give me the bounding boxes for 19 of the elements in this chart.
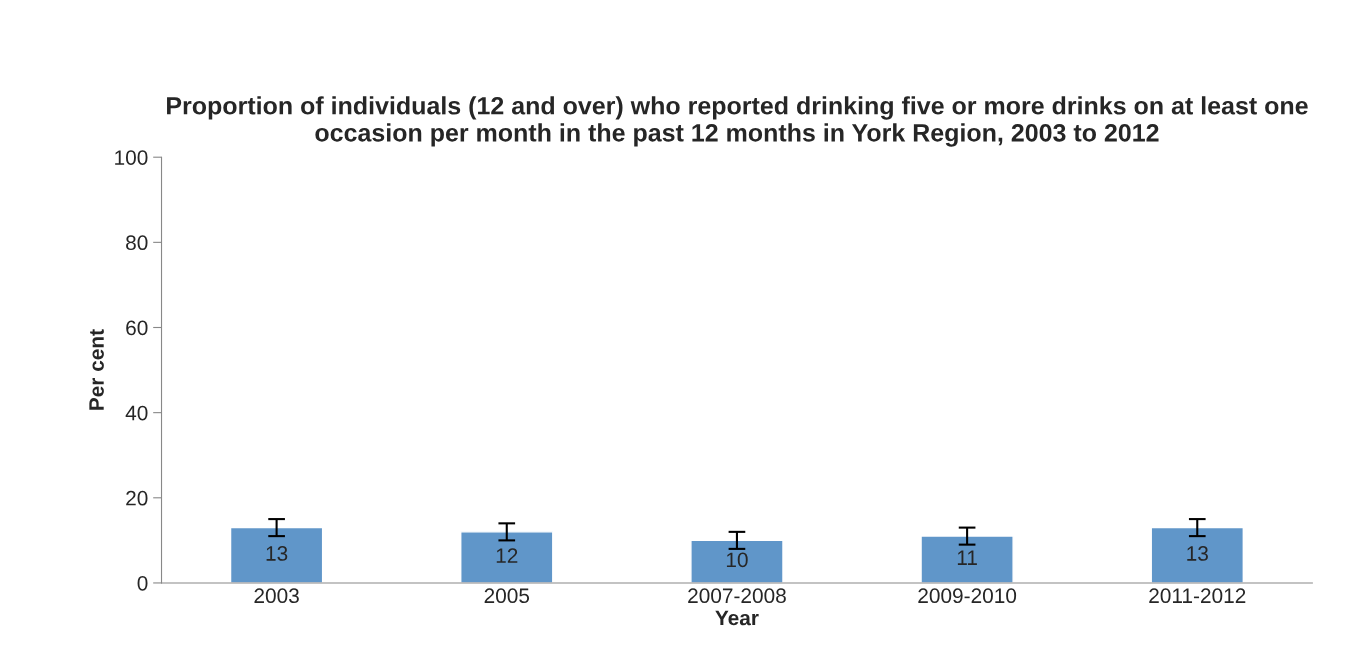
x-tick-label: 2011-2012 — [1149, 588, 1246, 604]
data-label: 12 — [496, 548, 518, 563]
x-tick-label: 2009-2010 — [918, 588, 1017, 604]
data-label: 11 — [957, 550, 977, 565]
y-tick-label: 100 — [115, 150, 148, 165]
y-tick-label: 60 — [126, 320, 148, 336]
data-label: 13 — [266, 546, 288, 561]
y-axis-title: Per cent — [89, 329, 104, 410]
y-tick-label: 80 — [126, 235, 148, 251]
data-label: 10 — [726, 552, 748, 568]
y-tick-label: 40 — [125, 405, 148, 421]
x-tick-label: 2007-2008 — [688, 588, 786, 604]
x-tick-label: 2005 — [484, 588, 530, 604]
x-axis-title: Year — [715, 610, 759, 626]
y-tick-label: 20 — [126, 490, 148, 506]
y-tick-label: 0 — [137, 575, 148, 591]
chart-title: Proportion of individuals (12 and over) who reported drinking five or more drinks on at least one occasion per month in the past 12 months in York Region, 2003 to 2012 — [167, 96, 1308, 147]
x-tick-label: 2003 — [254, 588, 299, 604]
data-label: 13 — [1187, 546, 1208, 561]
